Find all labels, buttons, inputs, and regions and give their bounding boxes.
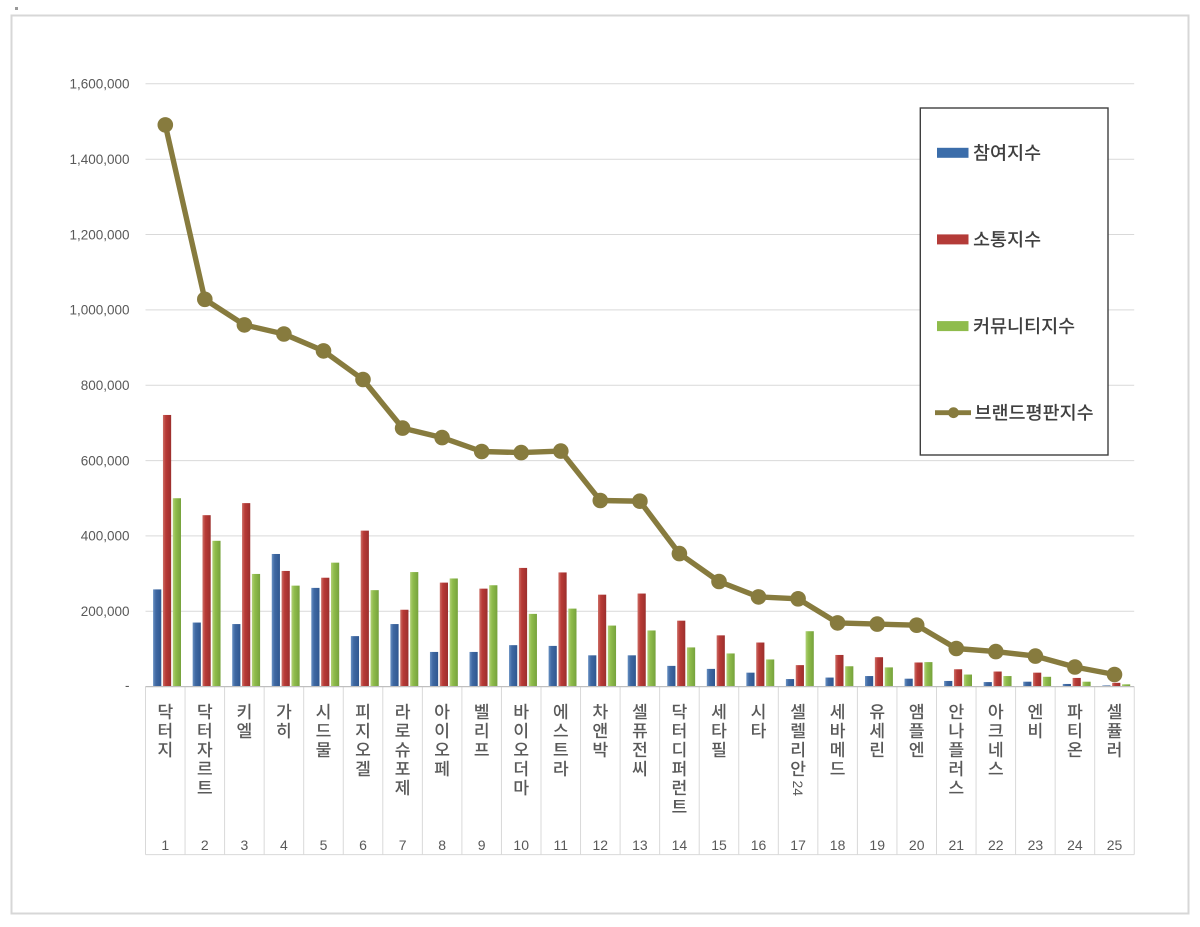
svg-text:20: 20 xyxy=(909,837,925,853)
svg-text:16: 16 xyxy=(751,837,767,853)
svg-text:19: 19 xyxy=(869,837,885,853)
svg-text:600,000: 600,000 xyxy=(81,453,130,468)
svg-text:14: 14 xyxy=(672,837,688,853)
svg-text:1,000,000: 1,000,000 xyxy=(69,303,129,318)
svg-text:2: 2 xyxy=(201,837,209,853)
svg-text:24: 24 xyxy=(1067,837,1083,853)
svg-text:8: 8 xyxy=(438,837,446,853)
svg-text:6: 6 xyxy=(359,837,367,853)
svg-text:17: 17 xyxy=(790,837,806,853)
svg-text:12: 12 xyxy=(593,837,609,853)
svg-text:7: 7 xyxy=(399,837,407,853)
svg-text:10: 10 xyxy=(513,837,529,853)
svg-text:24: 24 xyxy=(790,781,806,797)
svg-text:11: 11 xyxy=(554,837,569,853)
svg-text:21: 21 xyxy=(949,837,965,853)
svg-text:200,000: 200,000 xyxy=(81,604,130,619)
svg-text:15: 15 xyxy=(711,837,727,853)
svg-text:-: - xyxy=(125,678,130,693)
svg-text:5: 5 xyxy=(320,837,328,853)
svg-text:22: 22 xyxy=(988,837,1004,853)
svg-text:1,600,000: 1,600,000 xyxy=(69,77,129,92)
svg-text:9: 9 xyxy=(478,837,486,853)
svg-text:400,000: 400,000 xyxy=(81,529,130,544)
svg-text:25: 25 xyxy=(1107,837,1123,853)
svg-text:1: 1 xyxy=(161,837,169,853)
svg-text:1,400,000: 1,400,000 xyxy=(69,152,129,167)
svg-text:18: 18 xyxy=(830,837,846,853)
svg-text:3: 3 xyxy=(241,837,249,853)
svg-text:13: 13 xyxy=(632,837,648,853)
svg-text:4: 4 xyxy=(280,837,288,853)
svg-text:23: 23 xyxy=(1028,837,1044,853)
svg-text:1,200,000: 1,200,000 xyxy=(69,227,129,242)
svg-text:800,000: 800,000 xyxy=(81,378,130,393)
